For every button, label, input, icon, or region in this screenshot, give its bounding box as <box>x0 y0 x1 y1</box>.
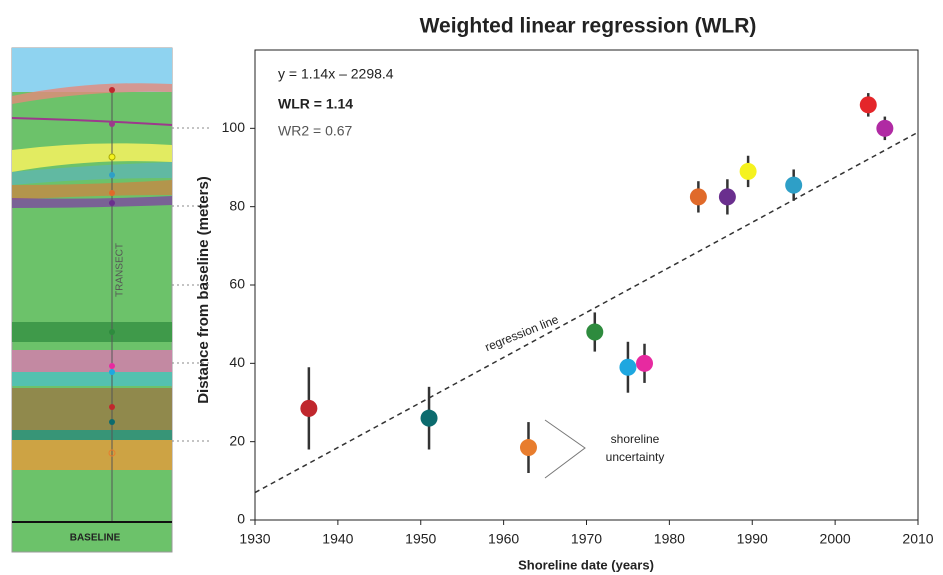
baseline-label: BASELINE <box>70 533 121 544</box>
point <box>619 358 637 376</box>
y-tick-label: 40 <box>229 354 245 370</box>
y-tick-label: 60 <box>229 276 245 292</box>
x-tick-label: 1990 <box>737 531 768 547</box>
x-tick-label: 2000 <box>820 531 851 547</box>
point <box>300 399 318 417</box>
x-tick-label: 1930 <box>239 531 270 547</box>
y-tick-label: 100 <box>222 119 246 135</box>
point <box>718 188 736 206</box>
transect-map: TRANSECT BASELINE <box>11 47 173 553</box>
chart-title: Weighted linear regression (WLR) <box>420 15 757 38</box>
point <box>876 119 894 137</box>
uncertainty-label: uncertainty <box>606 450 665 464</box>
x-tick-label: 1950 <box>405 531 436 547</box>
connectors <box>172 127 212 442</box>
x-tick-label: 1960 <box>488 531 519 547</box>
y-tick-label: 0 <box>237 511 245 527</box>
plot-frame <box>254 49 919 521</box>
wlr-label: WLR = 1.14 <box>278 96 353 112</box>
x-tick-label: 1970 <box>571 531 602 547</box>
equation: y = 1.14x – 2298.4 <box>278 66 394 82</box>
point <box>739 162 757 180</box>
regression-line <box>254 131 919 494</box>
x-tick-label: 1980 <box>654 531 685 547</box>
wr2-label: WR2 = 0.67 <box>278 123 353 139</box>
transect-label: TRANSECT <box>115 243 126 297</box>
x-axis-label: Shoreline date (years) <box>518 557 654 572</box>
uncertainty-label: shoreline <box>611 432 660 446</box>
point <box>519 439 537 457</box>
y-tick-label: 80 <box>229 197 245 213</box>
point <box>586 323 604 341</box>
point <box>636 354 654 372</box>
point <box>689 188 707 206</box>
y-axis-label: Distance from baseline (meters) <box>195 176 212 404</box>
y-tick-label: 20 <box>229 432 245 448</box>
x-tick-label: 1940 <box>322 531 353 547</box>
point <box>785 176 803 194</box>
point <box>859 96 877 114</box>
x-tick-label: 2010 <box>902 531 933 547</box>
uncertainty-bracket <box>544 419 586 479</box>
point <box>420 409 438 427</box>
